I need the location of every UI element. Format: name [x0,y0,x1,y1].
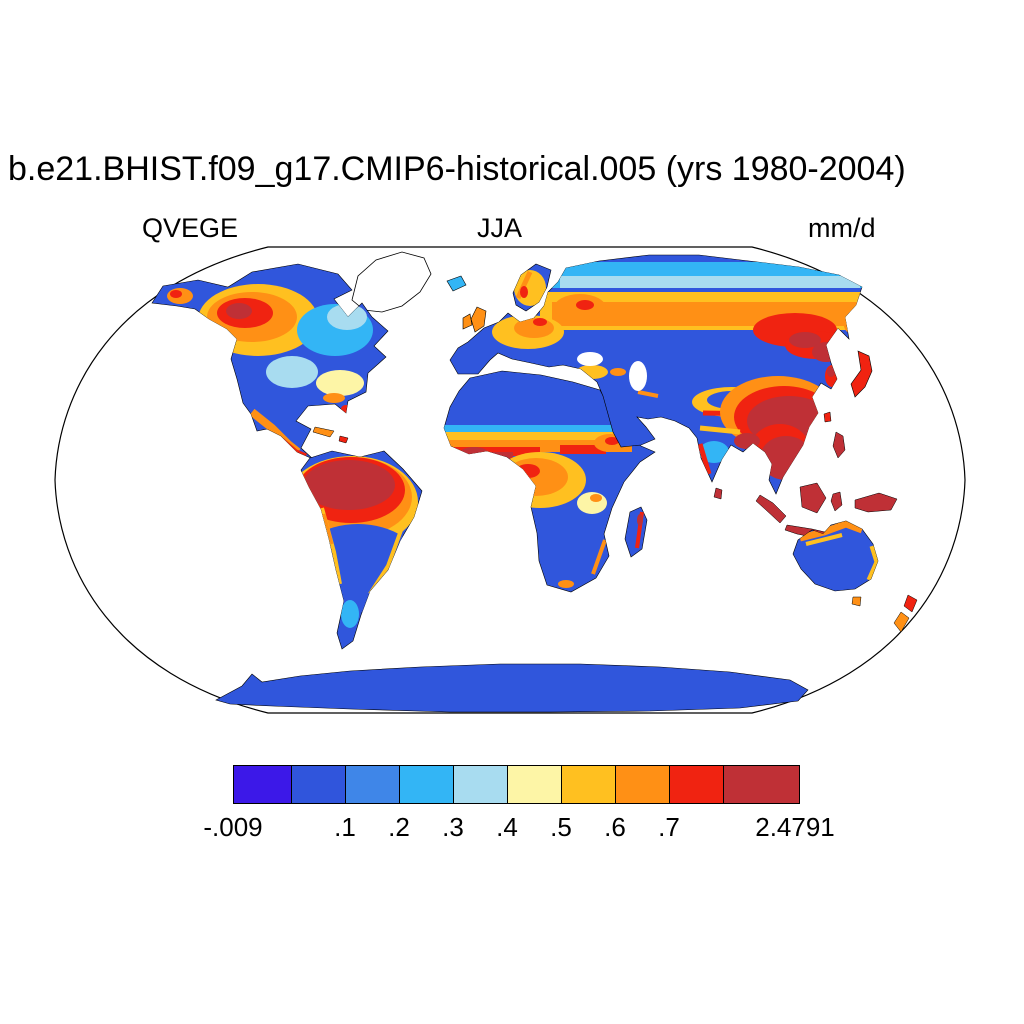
colorbar-box [346,766,400,803]
sulawesi [830,491,843,512]
figure-title: b.e21.BHIST.f09_g17.CMIP6-historical.005… [8,150,906,188]
colorbar-label-min: -.009 [203,812,263,842]
colorbar-box [508,766,562,803]
sri-lanka [713,487,723,500]
new-guinea [854,492,898,513]
colorbar-box [670,766,724,803]
scandinavia-data [514,270,546,306]
colorbar-label: .6 [604,812,626,842]
colorbar-label: .7 [658,812,680,842]
iceland [446,275,467,292]
new-zealand-south [893,611,910,633]
japan [850,350,873,398]
north-america-data [167,284,373,459]
units-label: mm/d [808,213,876,243]
colorbar-box [616,766,670,803]
colorbar-label-max: 2.4791 [755,812,835,842]
hispaniola [338,435,349,444]
colorbar-box [724,766,799,803]
colorbar-box [454,766,508,803]
colorbar-label: .2 [388,812,410,842]
antarctica [215,663,809,713]
colorbar-label: .3 [442,812,464,842]
madagascar-data [635,511,644,549]
madagascar [624,506,648,558]
colorbar [233,765,800,804]
sumatra [755,494,787,524]
variable-label: QVEGE [142,213,239,243]
australia-data [799,521,878,582]
colorbar-box [400,766,454,803]
greenland [351,251,432,313]
colorbar-label: .1 [334,812,356,842]
colorbar-box [562,766,616,803]
colorbar-label: .5 [550,812,572,842]
season-label: JJA [477,213,523,243]
projection-outline [54,246,966,714]
philippines [832,431,846,459]
colorbar-label: .4 [496,812,518,842]
colorbar-box [234,766,292,803]
tasmania [851,596,862,607]
colorbar-box [292,766,346,803]
united-kingdom [470,306,487,333]
borneo [799,482,827,514]
cuba [312,426,335,438]
ireland [462,313,473,330]
taiwan [823,411,832,423]
new-zealand-north [903,594,918,613]
